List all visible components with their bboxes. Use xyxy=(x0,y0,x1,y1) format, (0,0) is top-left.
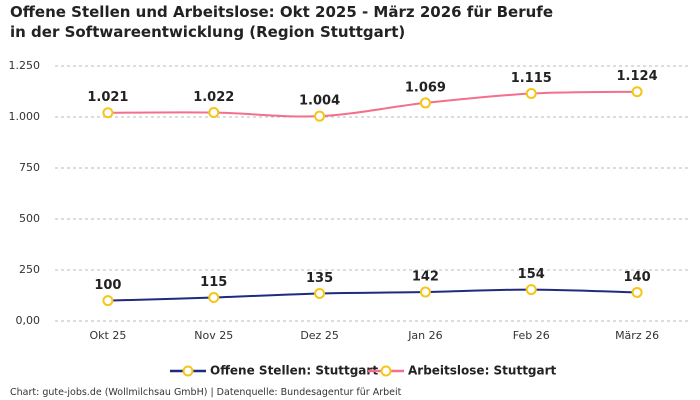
point-marker xyxy=(314,110,326,122)
legend-marker xyxy=(380,365,392,377)
data-label: 1.004 xyxy=(299,94,340,109)
point-marker xyxy=(419,286,431,298)
x-tick-label: Nov 25 xyxy=(194,329,233,342)
data-label: 1.115 xyxy=(511,71,552,86)
legend-marker xyxy=(182,365,194,377)
series-line xyxy=(107,90,638,118)
data-label: 140 xyxy=(624,270,651,285)
data-label: 1.124 xyxy=(617,69,658,84)
y-tick-label: 500 xyxy=(19,212,40,225)
point-marker xyxy=(102,295,114,307)
x-tick-label: Dez 25 xyxy=(300,329,339,342)
data-label: 1.069 xyxy=(405,80,446,95)
point-marker xyxy=(102,107,114,119)
y-tick-label: 0,00 xyxy=(16,314,41,327)
point-marker xyxy=(631,286,643,298)
point-marker xyxy=(525,88,537,100)
x-tick-label: Okt 25 xyxy=(89,329,126,342)
point-marker xyxy=(419,97,431,109)
y-tick-label: 750 xyxy=(19,161,40,174)
data-label: 154 xyxy=(518,267,545,282)
point-marker xyxy=(208,292,220,304)
x-tick-label: Feb 26 xyxy=(513,329,550,342)
x-tick-label: März 26 xyxy=(615,329,659,342)
point-marker xyxy=(631,86,643,98)
data-label: 142 xyxy=(412,270,439,285)
data-label: 100 xyxy=(94,278,121,293)
x-tick-label: Jan 26 xyxy=(407,329,442,342)
y-tick-label: 250 xyxy=(19,263,40,276)
point-marker xyxy=(314,287,326,299)
series-line xyxy=(107,288,638,302)
data-label: 135 xyxy=(306,271,333,286)
data-label: 115 xyxy=(200,275,227,290)
data-label: 1.022 xyxy=(193,90,234,105)
point-marker xyxy=(525,284,537,296)
legend-label: Offene Stellen: Stuttgart xyxy=(210,364,378,378)
chart-title: Offene Stellen und Arbeitslose: Okt 2025… xyxy=(10,3,554,41)
source-note: Chart: gute-jobs.de (Wollmilchsau GmbH) … xyxy=(10,387,402,398)
point-marker xyxy=(208,107,220,119)
y-tick-label: 1.000 xyxy=(9,110,41,123)
data-label: 1.021 xyxy=(87,90,128,105)
y-tick-label: 1.250 xyxy=(9,59,41,72)
legend-label: Arbeitslose: Stuttgart xyxy=(408,364,557,378)
